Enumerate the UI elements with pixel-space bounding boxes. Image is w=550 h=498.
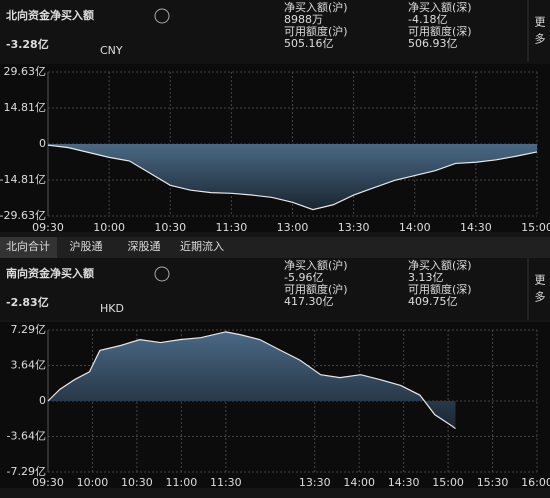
help-icon[interactable] bbox=[154, 266, 170, 282]
x-tick-label: 10:30 bbox=[154, 221, 186, 234]
x-tick-label: 11:30 bbox=[216, 221, 248, 234]
panel-amount: -2.83亿 bbox=[6, 295, 49, 309]
tab-label[interactable]: 沪股通 bbox=[70, 239, 103, 253]
x-tick-label: 13:30 bbox=[299, 476, 331, 489]
y-tick-label: 29.63亿 bbox=[4, 65, 47, 78]
stat-value: 3.13亿 bbox=[408, 271, 444, 284]
x-tick-label: 13:00 bbox=[277, 221, 309, 234]
x-tick-label: 13:30 bbox=[338, 221, 370, 234]
x-tick-label: 11:30 bbox=[210, 476, 242, 489]
tab[interactable] bbox=[116, 237, 173, 258]
stat-value: 409.75亿 bbox=[408, 295, 458, 308]
x-tick-label: 09:30 bbox=[32, 221, 64, 234]
line bbox=[47, 144, 538, 211]
y-tick-label: -7.29亿 bbox=[7, 465, 46, 478]
more-button[interactable]: 更多 bbox=[533, 274, 546, 308]
x-tick-label: 14:00 bbox=[343, 476, 375, 489]
x-tick-label: 14:30 bbox=[388, 476, 420, 489]
panel-title: 南向资金净买入额 bbox=[6, 266, 94, 280]
stat-label: 可用额度(沪) bbox=[284, 282, 348, 296]
panel-amount: -3.28亿 bbox=[6, 37, 49, 51]
north-header bbox=[0, 0, 550, 65]
y-tick-label: -14.81亿 bbox=[0, 173, 46, 186]
tab[interactable] bbox=[58, 237, 115, 258]
south-header bbox=[0, 258, 550, 320]
tab-label[interactable]: 近期流入 bbox=[180, 239, 224, 253]
stat-value: -5.96亿 bbox=[284, 271, 323, 284]
tab[interactable] bbox=[0, 237, 57, 258]
help-icon[interactable] bbox=[154, 8, 170, 24]
y-tick-label: 0 bbox=[39, 137, 46, 150]
stat-label: 净买入额(沪) bbox=[284, 0, 348, 14]
panel-title: 北向资金净买入额 bbox=[6, 8, 94, 22]
stat-label: 净买入额(深) bbox=[408, 258, 472, 272]
stat-label: 净买入额(深) bbox=[408, 0, 472, 14]
stat-value: 8988万 bbox=[284, 13, 323, 26]
x-tick-label: 16:00 bbox=[521, 476, 550, 489]
x-tick-label: 14:30 bbox=[460, 221, 492, 234]
x-tick-label: 10:30 bbox=[121, 476, 153, 489]
stat-value: 506.93亿 bbox=[408, 37, 458, 50]
stat-label: 可用额度(深) bbox=[408, 24, 472, 38]
x-tick-label: 10:00 bbox=[93, 221, 125, 234]
currency: CNY bbox=[100, 44, 123, 57]
stat-value: -4.18亿 bbox=[408, 13, 447, 26]
stat-label: 可用额度(深) bbox=[408, 282, 472, 296]
y-tick-label: 14.81亿 bbox=[4, 101, 47, 114]
area bbox=[48, 331, 456, 429]
x-tick-label: 15:00 bbox=[432, 476, 464, 489]
x-tick-label: 15:30 bbox=[477, 476, 509, 489]
stat-label: 净买入额(沪) bbox=[284, 258, 348, 272]
stat-value: 505.16亿 bbox=[284, 37, 334, 50]
y-tick-label: -29.63亿 bbox=[0, 209, 46, 222]
y-tick-label: 3.64亿 bbox=[11, 359, 47, 372]
stat-label: 可用额度(沪) bbox=[284, 24, 348, 38]
y-tick-label: 0 bbox=[39, 394, 46, 407]
x-tick-label: 10:00 bbox=[77, 476, 109, 489]
y-tick-label: -3.64亿 bbox=[7, 429, 46, 442]
tab-label[interactable]: 北向合计 bbox=[6, 239, 50, 253]
more-button[interactable]: 更多 bbox=[533, 16, 546, 50]
y-tick-label: 7.29亿 bbox=[11, 323, 47, 336]
line bbox=[47, 331, 456, 430]
x-tick-label: 15:00 bbox=[521, 221, 550, 234]
tab-label[interactable]: 深股通 bbox=[128, 240, 161, 253]
area bbox=[48, 144, 537, 210]
stat-value: 417.30亿 bbox=[284, 295, 334, 308]
x-tick-label: 09:30 bbox=[32, 476, 64, 489]
x-tick-label: 14:00 bbox=[399, 221, 431, 234]
x-tick-label: 11:00 bbox=[166, 476, 198, 489]
currency: HKD bbox=[100, 302, 124, 315]
tab[interactable] bbox=[174, 237, 231, 258]
